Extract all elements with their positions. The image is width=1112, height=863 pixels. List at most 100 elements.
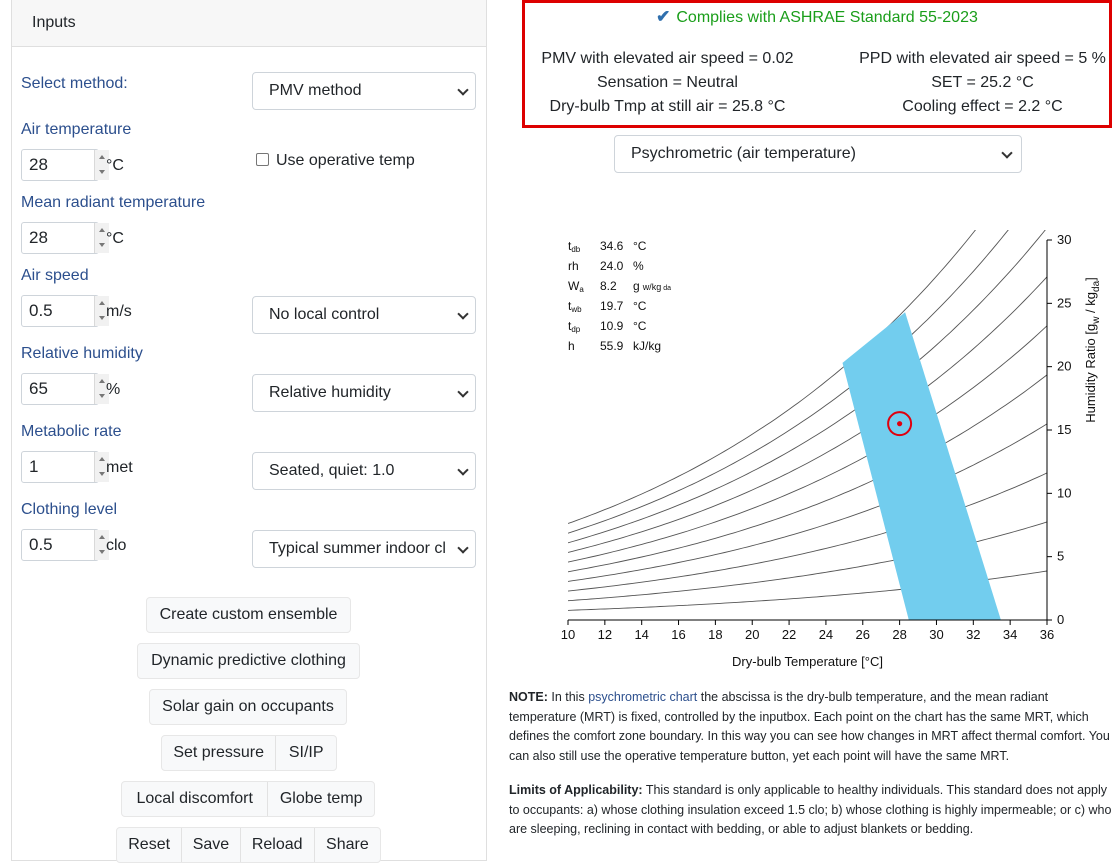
chevron-down-icon bbox=[457, 386, 469, 398]
share-button[interactable]: Share bbox=[313, 828, 380, 862]
metabolic-rate-input[interactable]: 1 bbox=[21, 451, 109, 483]
readout-symbol: rh bbox=[568, 259, 579, 273]
local-control-select[interactable]: No local control bbox=[252, 296, 476, 334]
mrt-input[interactable]: 28 bbox=[21, 222, 109, 254]
clothing-level-value: 0.5 bbox=[29, 535, 53, 554]
x-tick-label: 16 bbox=[671, 627, 685, 642]
check-icon: ✔ bbox=[656, 7, 671, 26]
inputs-panel: Inputs Select method: PMV method Air tem… bbox=[11, 0, 487, 863]
chevron-down-icon bbox=[1001, 147, 1013, 159]
x-tick-label: 30 bbox=[929, 627, 943, 642]
x-tick-label: 12 bbox=[598, 627, 612, 642]
y-tick-label: 15 bbox=[1057, 422, 1071, 437]
select-method-label: Select method: bbox=[21, 75, 128, 92]
reload-button[interactable]: Reload bbox=[239, 828, 314, 862]
results-right-column: PPD with elevated air speed = 5 % SET = … bbox=[850, 47, 1112, 119]
rh-curve bbox=[568, 472, 1047, 592]
metabolic-rate-stepper[interactable] bbox=[94, 452, 109, 482]
air-speed-stepper[interactable] bbox=[94, 296, 109, 326]
limits-lead: Limits of Applicability: bbox=[509, 783, 643, 797]
chart-type-value: Psychrometric (air temperature) bbox=[631, 145, 856, 162]
discomfort-group: Local discomfort Globe temp bbox=[121, 781, 375, 817]
relative-humidity-input[interactable]: 65 bbox=[21, 373, 109, 405]
note-text: In this bbox=[547, 690, 589, 704]
readout-value: 8.2 bbox=[600, 279, 617, 293]
method-select-value: PMV method bbox=[269, 82, 362, 99]
air-temperature-label: Air temperature bbox=[21, 121, 132, 138]
stepper-down-icon[interactable] bbox=[94, 389, 109, 404]
use-operative-temp-checkbox[interactable] bbox=[256, 153, 269, 166]
note-line-2: temperature (MRT) is fixed, controlled b… bbox=[509, 709, 1089, 724]
save-button[interactable]: Save bbox=[181, 828, 239, 862]
si-ip-button[interactable]: SI/IP bbox=[275, 736, 336, 770]
y-tick-label: 25 bbox=[1057, 295, 1071, 310]
clothing-level-input[interactable]: 0.5 bbox=[21, 529, 109, 561]
readout-value: 24.0 bbox=[600, 259, 624, 273]
air-temperature-stepper[interactable] bbox=[94, 150, 109, 180]
air-temperature-input[interactable]: 28 bbox=[21, 149, 109, 181]
rh-curve bbox=[568, 276, 1047, 553]
create-custom-ensemble-button[interactable]: Create custom ensemble bbox=[146, 597, 351, 633]
relative-humidity-unit: % bbox=[106, 381, 121, 398]
x-tick-label: 22 bbox=[782, 627, 796, 642]
stepper-down-icon[interactable] bbox=[94, 165, 109, 180]
psychrometric-chart-link[interactable]: psychrometric chart bbox=[588, 690, 698, 704]
activity-select[interactable]: Seated, quiet: 1.0 bbox=[252, 452, 476, 490]
readout-value: 55.9 bbox=[600, 339, 624, 353]
set-pressure-button[interactable]: Set pressure bbox=[173, 744, 265, 761]
readout-symbol: tdb bbox=[568, 239, 581, 254]
air-speed-label: Air speed bbox=[21, 267, 89, 284]
clothing-ensemble-select[interactable]: Typical summer indoor cl bbox=[252, 530, 476, 568]
mrt-stepper[interactable] bbox=[94, 223, 109, 253]
readout-symbol: tdp bbox=[568, 319, 581, 334]
x-tick-label: 26 bbox=[856, 627, 870, 642]
local-control-value: No local control bbox=[269, 306, 380, 323]
rh-curve bbox=[568, 423, 1047, 582]
reset-button[interactable]: Reset bbox=[128, 836, 171, 853]
solar-gain-button[interactable]: Solar gain on occupants bbox=[149, 689, 347, 725]
clothing-level-label: Clothing level bbox=[21, 501, 118, 518]
method-select[interactable]: PMV method bbox=[252, 72, 476, 110]
air-speed-value: 0.5 bbox=[29, 301, 53, 320]
stepper-down-icon[interactable] bbox=[94, 545, 109, 560]
clothing-level-stepper[interactable] bbox=[94, 530, 109, 560]
humidity-type-select[interactable]: Relative humidity bbox=[252, 374, 476, 412]
limits-text: This standard is only applicable to heal… bbox=[642, 783, 1107, 797]
metabolic-rate-label: Metabolic rate bbox=[21, 423, 122, 440]
relative-humidity-label: Relative humidity bbox=[21, 345, 143, 362]
readout-unit: °C bbox=[633, 319, 647, 333]
clothing-ensemble-value: Typical summer indoor cl bbox=[269, 540, 446, 557]
note-lead: NOTE: bbox=[509, 690, 548, 704]
limits-paragraph: Limits of Applicability: This standard i… bbox=[509, 781, 1112, 840]
x-tick-label: 10 bbox=[561, 627, 575, 642]
readout-value: 19.7 bbox=[600, 299, 624, 313]
ppd-result: PPD with elevated air speed = 5 % bbox=[859, 50, 1106, 67]
note-paragraph: NOTE: In this psychrometric chart the ab… bbox=[509, 688, 1112, 766]
comfort-zone bbox=[842, 312, 1001, 620]
local-discomfort-button[interactable]: Local discomfort bbox=[136, 790, 253, 807]
readout-value: 34.6 bbox=[600, 239, 624, 253]
globe-temp-button[interactable]: Globe temp bbox=[267, 782, 374, 816]
x-tick-label: 14 bbox=[634, 627, 648, 642]
mrt-label: Mean radiant temperature bbox=[21, 194, 206, 211]
psychrometric-chart[interactable]: 10 12 14 16 18 20 22 24 26 28 30 32 34 360 5 10 15 20 25 30… bbox=[500, 190, 1112, 670]
chevron-down-icon bbox=[457, 464, 469, 476]
relative-humidity-stepper[interactable] bbox=[94, 374, 109, 404]
stepper-down-icon[interactable] bbox=[94, 311, 109, 326]
y-tick-label: 30 bbox=[1057, 232, 1071, 247]
air-speed-input[interactable]: 0.5 bbox=[21, 295, 109, 327]
current-point-ring bbox=[887, 411, 913, 437]
stepper-down-icon[interactable] bbox=[94, 238, 109, 253]
dynamic-predictive-clothing-button[interactable]: Dynamic predictive clothing bbox=[137, 643, 360, 679]
rh-curve bbox=[568, 230, 1009, 534]
humidity-type-value: Relative humidity bbox=[269, 384, 391, 401]
x-tick-label: 24 bbox=[819, 627, 833, 642]
chevron-down-icon bbox=[457, 542, 469, 554]
y-tick-label: 0 bbox=[1057, 612, 1064, 627]
chart-type-select[interactable]: Psychrometric (air temperature) bbox=[614, 135, 1022, 173]
results-box: ✔ Complies with ASHRAE Standard 55-2023 P… bbox=[522, 0, 1112, 128]
readout-symbol: Wa bbox=[568, 279, 584, 294]
x-tick-label: 20 bbox=[745, 627, 759, 642]
air-temperature-value: 28 bbox=[29, 155, 48, 174]
stepper-down-icon[interactable] bbox=[94, 467, 109, 482]
